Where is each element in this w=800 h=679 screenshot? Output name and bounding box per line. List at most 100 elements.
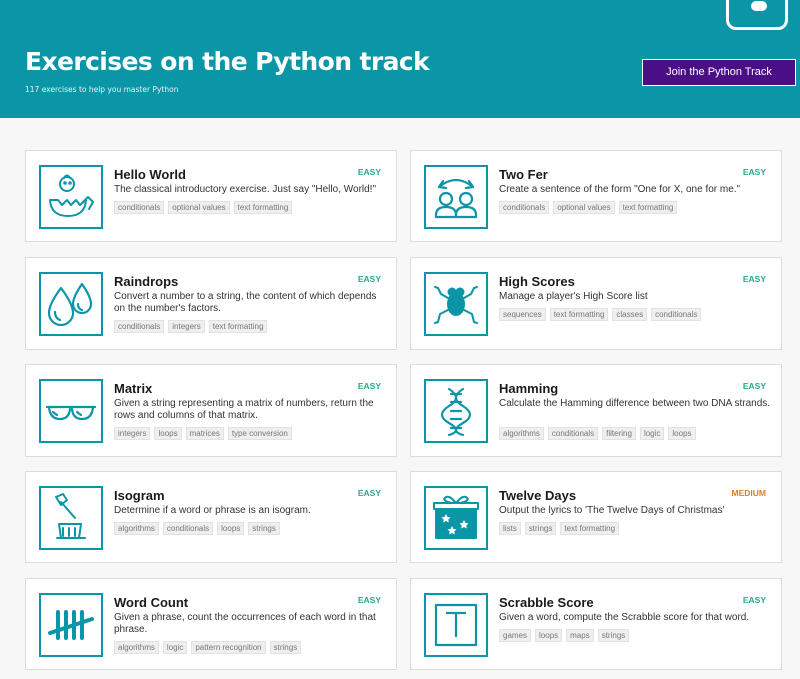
difficulty-badge: EASY [742,595,766,605]
difficulty-badge: EASY [357,488,381,498]
raindrops-icon [39,272,103,336]
exercise-title[interactable]: Twelve Days [499,488,577,503]
page-title: Exercises on the Python track [25,47,430,76]
tag: matrices [185,427,224,440]
two-people-icon [424,165,488,229]
tag: maps [566,629,594,642]
exercise-card-matrix[interactable]: Matrix EASY Given a string representing … [25,364,397,457]
tally-marks-icon [39,593,103,657]
tag: text formatting [560,522,620,535]
exercise-card-scrabble-score[interactable]: Scrabble Score EASY Given a word, comput… [410,578,782,670]
gift-box-icon [424,486,488,550]
tag-list: lists strings text formatting [499,522,620,535]
page-subtitle: 117 exercises to help you master Python [25,85,179,94]
tag: lists [499,522,521,535]
exercise-card-raindrops[interactable]: Raindrops EASY Convert a number to a str… [25,257,397,350]
exercise-card-two-fer[interactable]: Two Fer EASY Create a sentence of the fo… [410,150,782,242]
exercise-card-high-scores[interactable]: High Scores EASY Manage a player's High … [410,257,782,350]
difficulty-badge: EASY [357,274,381,284]
exercise-card-isogram[interactable]: Isogram EASY Determine if a word or phra… [25,471,397,563]
tag: logic [639,427,665,440]
exercise-title[interactable]: Hello World [114,167,186,182]
tag-list: conditionals optional values text format… [499,201,678,214]
exercise-card-twelve-days[interactable]: Twelve Days MEDIUM Output the lyrics to … [410,471,782,563]
letter-tile-icon [424,593,488,657]
tag-list: algorithms conditionals filtering logic … [499,427,696,440]
difficulty-badge: EASY [742,381,766,391]
tag: loops [217,522,245,535]
dna-icon [424,379,488,443]
join-track-button[interactable]: Join the Python Track [642,59,796,86]
tag: integers [114,427,151,440]
tag-list: algorithms logic pattern recognition str… [114,641,302,654]
exercise-title[interactable]: Two Fer [499,167,548,182]
difficulty-badge: EASY [742,167,766,177]
tag: loops [668,427,696,440]
tag: loops [535,629,563,642]
axe-stump-icon [39,486,103,550]
exercise-description: Convert a number to a string, the conten… [114,291,377,314]
sunglasses-icon [39,379,103,443]
difficulty-badge: EASY [742,274,766,284]
tag-list: sequences text formatting classes condit… [499,308,702,321]
tag: pattern recognition [191,641,266,654]
tag: sequences [499,308,546,321]
tag: text formatting [233,201,293,214]
exercise-card-word-count[interactable]: Word Count EASY Given a phrase, count th… [25,578,397,670]
exercise-description: Determine if a word or phrase is an isog… [114,505,311,516]
exercise-title[interactable]: Hamming [499,381,559,396]
tag: conditionals [651,308,702,321]
tag: type conversion [227,427,292,440]
track-header: Exercises on the Python track 117 exerci… [0,0,800,118]
tag: games [499,629,532,642]
tag: strings [269,641,302,654]
tag: optional values [553,201,615,214]
tag: text formatting [208,320,268,333]
tag: algorithms [114,641,159,654]
tag: logic [162,641,188,654]
exercise-description: Calculate the Hamming difference between… [499,398,771,409]
exercise-description: The classical introductory exercise. Jus… [114,184,377,195]
tag: text formatting [618,201,678,214]
hatching-chick-icon [39,165,103,229]
tag: algorithms [114,522,159,535]
exercise-description: Create a sentence of the form "One for X… [499,184,741,195]
tag: strings [524,522,557,535]
exercise-title[interactable]: Raindrops [114,274,179,289]
tag-list: algorithms conditionals loops strings [114,522,280,535]
tag: conditionals [499,201,550,214]
tag: conditionals [114,320,165,333]
tag-list: conditionals optional values text format… [114,201,293,214]
tag: classes [612,308,648,321]
tag: integers [168,320,205,333]
exercise-card-hamming[interactable]: Hamming EASY Calculate the Hamming diffe… [410,364,782,457]
frog-icon [424,272,488,336]
tag: optional values [168,201,230,214]
exercise-title[interactable]: Scrabble Score [499,595,594,610]
exercise-title[interactable]: Word Count [114,595,189,610]
exercise-card-hello-world[interactable]: Hello World EASY The classical introduct… [25,150,397,242]
tag-list: conditionals integers text formatting [114,320,268,333]
tag: loops [154,427,182,440]
exercise-description: Given a phrase, count the occurrences of… [114,612,376,635]
exercise-description: Manage a player's High Score list [499,291,648,302]
tag: algorithms [499,427,544,440]
tag: conditionals [114,201,165,214]
tag: conditionals [547,427,599,440]
difficulty-badge: MEDIUM [731,488,766,498]
tag: strings [597,629,630,642]
tag: text formatting [549,308,609,321]
tag-list: games loops maps strings [499,629,630,642]
exercise-description: Output the lyrics to 'The Twelve Days of… [499,505,725,516]
tag: conditionals [162,522,214,535]
difficulty-badge: EASY [357,595,381,605]
difficulty-badge: EASY [357,167,381,177]
exercise-description: Given a string representing a matrix of … [114,398,374,421]
exercise-description: Given a word, compute the Scrabble score… [499,612,750,623]
exercise-title[interactable]: Matrix [114,381,153,396]
exercise-title[interactable]: Isogram [114,488,165,503]
tag: filtering [602,427,636,440]
python-logo-icon[interactable] [726,0,788,30]
exercise-title[interactable]: High Scores [499,274,575,289]
tag: strings [248,522,280,535]
